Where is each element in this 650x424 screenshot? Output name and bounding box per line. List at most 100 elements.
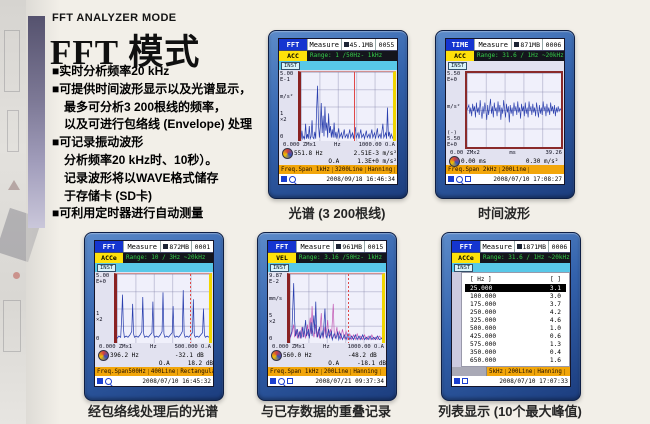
mode-badge: FFT: [268, 241, 296, 252]
device-screenshot-envelope: FFT Measure 872MB 0001 ACCe Range: 10 / …: [84, 232, 224, 401]
cell-value: 0.6: [549, 333, 561, 341]
x-max: 1000.00 O.A: [358, 142, 395, 148]
inst-bar: INST: [268, 263, 386, 272]
memory-indicator: 872MB: [161, 241, 192, 252]
x-axis-labels: 0.00 ZMx2 ms 39.26: [446, 149, 564, 157]
range-bar: ACC Range: 31.6 / 1Hz ~20kHz: [446, 51, 564, 61]
y-min-sign: (-): [447, 130, 457, 136]
stop-icon: [97, 378, 103, 384]
cell-freq: 100.000: [470, 292, 497, 300]
bullet-line: 最多可分析3 200根线的频率，: [64, 99, 227, 114]
stop-icon: [270, 378, 276, 384]
memory-value: 872MB: [169, 242, 189, 251]
cell-value: 1.6: [549, 357, 561, 365]
y-max-exp: E-1: [280, 77, 290, 83]
inst-tag: INST: [270, 263, 290, 272]
bullet-line: 于存储卡 (SD卡): [64, 188, 152, 203]
cursor-icon: [449, 156, 460, 167]
cell-value: 4.6: [549, 316, 561, 324]
measure-label: Measure: [296, 241, 335, 252]
line-count: 200Line: [506, 368, 536, 375]
waveform-trace: [467, 98, 561, 123]
memory-indicator: 871MB: [512, 39, 543, 50]
mode-badge: FFT: [452, 241, 480, 252]
spectrum-trace: [301, 85, 393, 141]
cursor-readout-1: 396.2 Hz -32.1 dB: [95, 350, 213, 361]
cell-value: 0.4: [549, 349, 561, 357]
cell-value: 3.1: [549, 284, 561, 292]
cell-freq: 650.000: [470, 357, 497, 365]
y-min: 5.50: [447, 136, 461, 142]
cursor-line: [347, 274, 349, 343]
overlay-traces: [290, 283, 382, 342]
y-axis-labels: 9.87 E-2 mm/s 5 ×2 0: [268, 272, 287, 343]
readout-freq: 396.2 Hz: [110, 351, 139, 359]
caption-peak-list: 列表显示 (10个最大峰值): [438, 404, 582, 419]
status-bar: 2008/09/18 16:46:34: [279, 174, 397, 184]
lcd-screen: FFT Measure 872MB 0001 ACCe Range: 10 / …: [94, 240, 214, 387]
sensor-badge: VEL: [268, 253, 296, 263]
y-max-exp: E+0: [447, 77, 457, 83]
cursor-icon: [271, 350, 282, 361]
memory-card-icon: [514, 42, 520, 47]
status-icons: [448, 175, 471, 183]
memory-indicator: 1871MB: [515, 241, 549, 252]
x-axis-labels: 0.000 ZMx1 Hz 1000.00 O.A: [268, 343, 386, 351]
memory-card-icon: [336, 244, 342, 249]
caption-overlay: 与已存数据的重叠记录: [260, 404, 392, 419]
setting-bar: Freq.Span500Hz 400Line Rectangular: [95, 367, 213, 376]
bullet-line: ■可提供时间波形显示以及光谱显示，: [52, 81, 252, 96]
readout-oa: O.A: [158, 359, 170, 367]
cursor-icon: [98, 350, 109, 361]
readout-oa: O.A: [328, 157, 340, 165]
zoom-icon: [105, 377, 112, 385]
readout-amp: 2.51E-3 m/s²: [353, 149, 397, 157]
y-zero: 0: [269, 336, 273, 342]
x-min: 0.000 ZMx1: [283, 142, 317, 148]
file-counter: 0006: [551, 242, 568, 251]
file-counter: 0006: [545, 40, 562, 49]
line-count: 200Line: [500, 166, 530, 173]
cursor-readout-2: O.A 1.3E+0 m/s²: [279, 157, 397, 165]
datetime: 2008/07/10 17:08:27: [493, 175, 562, 183]
y-mid-exp: ×2: [269, 319, 276, 325]
bullet-line: ■可记录振动波形: [52, 135, 144, 150]
memory-value: 45.1MB: [349, 40, 373, 49]
cursor-readout-2: O.A 18.2 dB: [95, 359, 213, 367]
graph-area: 5.00 E+0 1 ×2 0: [95, 272, 213, 343]
x-min: 0.00 ZMx2: [450, 150, 480, 156]
range-value: Range: 31.6 / 1Hz ~20kHz: [483, 254, 570, 261]
caption-spectrum: 光谱 (3 200根线): [288, 206, 386, 221]
memory-value: 961MB: [342, 242, 362, 251]
x-max: 500.000 O.A: [174, 344, 211, 350]
title-bar: FFT Measure 1871MB 0006: [452, 241, 570, 253]
record-icon: [465, 176, 471, 182]
status-bar: 2008/07/10 17:08:27: [446, 174, 564, 184]
cell-freq: 500.000: [470, 325, 497, 333]
mode-badge: FFT: [279, 39, 307, 50]
datetime: 2008/07/21 09:37:34: [315, 377, 384, 385]
line-count: 400Line: [149, 368, 179, 375]
graph-area: 9.87 E-2 mm/s 5 ×2 0: [268, 272, 386, 343]
range-bar: VEL Range: 3.16 /50Hz- 1kHz: [268, 253, 386, 263]
zoom-icon: [289, 175, 296, 183]
x-axis-labels: 0.000 ZMx1 Hz 500.000 O.A: [95, 343, 213, 351]
table-row: 175.000 3.7: [465, 300, 566, 308]
device-screenshot-time-waveform: TIME Measure 871MB 0006 ACC Range: 31.6 …: [435, 30, 575, 199]
memory-card-icon: [163, 244, 169, 249]
accent-bar: [28, 16, 45, 228]
table-row: 425.000 0.6: [465, 333, 566, 341]
y-max: 5.00: [96, 273, 110, 279]
cell-freq: 575.000: [470, 341, 497, 349]
readout-time: 0.00 ms: [461, 157, 487, 165]
readout-oa: O.A: [328, 359, 340, 367]
x-axis-labels: 0.000 ZMx1 Hz 1000.00 O.A: [279, 141, 397, 149]
overlay-plot: [287, 273, 385, 343]
readout-oa-amp: 18.2 dB: [187, 359, 213, 367]
y-unit: m/s²: [280, 94, 294, 100]
cursor-readout-1: 551.8 Hz 2.51E-3 m/s²: [279, 148, 397, 159]
zoom-icon: [456, 175, 463, 183]
cell-value: 1.0: [549, 325, 561, 333]
record-icon: [287, 378, 293, 384]
